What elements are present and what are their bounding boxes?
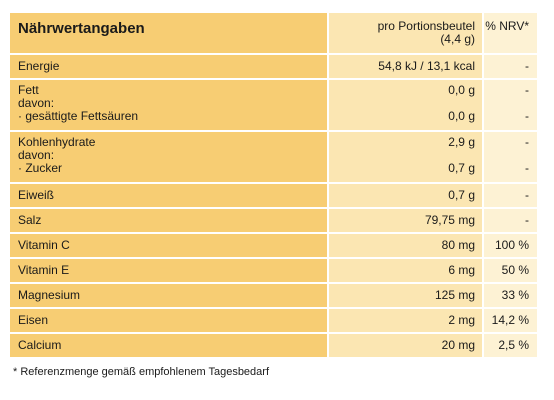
row-nrv: 2,5 % (484, 334, 537, 359)
row-label: Magnesium (10, 284, 329, 309)
row-value: 20 mg (329, 334, 484, 359)
row-value: 79,75 mg (329, 209, 484, 234)
row-value: 80 mg (329, 234, 484, 259)
row-sub-label: · gesättigte Fettsäuren (18, 109, 139, 123)
row-value: 54,8 kJ / 13,1 kcal (329, 55, 484, 80)
footnote: * Referenzmenge gemäß empfohlenem Tagesb… (13, 366, 270, 378)
row-nrv: 100 % (484, 234, 537, 259)
table-row-calcium: Calcium 20 mg 2,5 % (10, 334, 537, 359)
row-nrv-group: - - (484, 80, 537, 132)
row-value: 2 mg (329, 309, 484, 334)
row-label-group: Fett davon: · gesättigte Fettsäuren (10, 80, 329, 132)
table-header-row: Nährwertangaben pro Portionsbeutel (4,4 … (10, 13, 537, 55)
row-nrv: 14,2 % (484, 309, 537, 334)
row-value: 125 mg (329, 284, 484, 309)
row-sub-value: 0,0 g (448, 109, 475, 123)
table-row-salz: Salz 79,75 mg - (10, 209, 537, 234)
row-value: 2,9 g (448, 135, 475, 149)
nutrition-table-container: Nährwertangaben pro Portionsbeutel (4,4 … (10, 13, 537, 359)
portion-header: pro Portionsbeutel (4,4 g) (329, 13, 484, 55)
table-row-eisen: Eisen 2 mg 14,2 % (10, 309, 537, 334)
row-value: 0,0 g (448, 83, 475, 97)
table-row-vitamin-e: Vitamin E 6 mg 50 % (10, 259, 537, 284)
row-nrv-group: - - (484, 132, 537, 184)
row-value-group: 2,9 g 0,7 g (329, 132, 484, 184)
table-title: Nährwertangaben (10, 13, 329, 55)
row-nrv: 50 % (484, 259, 537, 284)
table-row-kohlenhydrate: Kohlenhydrate davon: · Zucker 2,9 g 0,7 … (10, 132, 537, 184)
row-sub-intro: davon: (18, 148, 55, 162)
row-sub-nrv: - (525, 161, 529, 175)
row-label: Salz (10, 209, 329, 234)
row-label: Kohlenhydrate (18, 135, 96, 149)
row-label-group: Kohlenhydrate davon: · Zucker (10, 132, 329, 184)
row-nrv: - (484, 184, 537, 209)
row-nrv: 33 % (484, 284, 537, 309)
row-sub-value: 0,7 g (448, 161, 475, 175)
table-row-eiweiss: Eiweiß 0,7 g - (10, 184, 537, 209)
row-nrv: - (525, 135, 529, 149)
row-nrv: - (484, 209, 537, 234)
table-row-magnesium: Magnesium 125 mg 33 % (10, 284, 537, 309)
row-label: Eisen (10, 309, 329, 334)
row-sub-label: · Zucker (18, 161, 63, 175)
row-label: Energie (10, 55, 329, 80)
table-row-vitamin-c: Vitamin C 80 mg 100 % (10, 234, 537, 259)
row-value-group: 0,0 g 0,0 g (329, 80, 484, 132)
row-value: 0,7 g (329, 184, 484, 209)
row-nrv: - (484, 55, 537, 80)
portion-header-line1: pro Portionsbeutel (377, 19, 475, 33)
row-sub-intro: davon: (18, 96, 55, 110)
row-nrv: - (525, 83, 529, 97)
row-sub-nrv: - (525, 109, 529, 123)
row-label: Fett (18, 83, 39, 97)
nrv-header: % NRV* (484, 13, 537, 55)
table-row-energie: Energie 54,8 kJ / 13,1 kcal - (10, 55, 537, 80)
row-label: Calcium (10, 334, 329, 359)
row-label: Eiweiß (10, 184, 329, 209)
portion-header-line2: (4,4 g) (440, 32, 475, 46)
row-label: Vitamin E (10, 259, 329, 284)
table-row-fett: Fett davon: · gesättigte Fettsäuren 0,0 … (10, 80, 537, 132)
nutrition-table: Nährwertangaben pro Portionsbeutel (4,4 … (10, 13, 537, 359)
row-label: Vitamin C (10, 234, 329, 259)
row-value: 6 mg (329, 259, 484, 284)
